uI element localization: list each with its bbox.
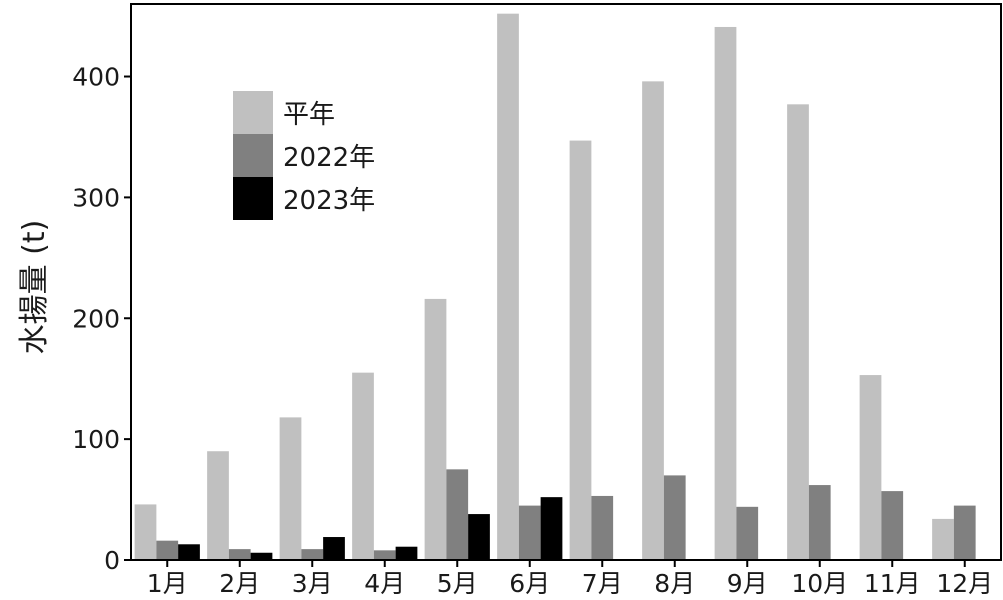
bar-normal xyxy=(714,26,737,561)
legend: 平年 2022年 2023年 xyxy=(233,91,375,220)
x-axis: 1月 2月 3月 4月 5月 6月 7月 8月 9月 10月 11月 12月 xyxy=(147,560,993,598)
x-tick-label: 8月 xyxy=(654,569,695,598)
bar-series-1 xyxy=(808,485,831,560)
legend-swatch xyxy=(233,91,273,134)
legend-label: 平年 xyxy=(283,100,335,130)
y-tick-label: 200 xyxy=(72,304,120,333)
legend-swatch xyxy=(233,177,273,220)
bar-normal xyxy=(279,417,302,560)
x-tick-label: 6月 xyxy=(509,569,550,598)
bar-series-1 xyxy=(953,505,976,560)
x-tick-label: 7月 xyxy=(582,569,623,598)
legend-label: 2023年 xyxy=(283,186,375,216)
x-tick-label: 5月 xyxy=(437,569,478,598)
bar-series-2 xyxy=(540,497,563,560)
bar-series-1 xyxy=(373,550,396,560)
x-tick-label: 11月 xyxy=(864,569,921,598)
bar-normal xyxy=(642,81,664,561)
x-tick-label: 12月 xyxy=(936,569,993,598)
bar-series-1 xyxy=(301,549,324,560)
bar-series-1 xyxy=(736,506,759,560)
bar-series-1 xyxy=(446,469,469,560)
bar-series-1 xyxy=(663,475,686,560)
bar-normal xyxy=(569,140,592,560)
bar-normal xyxy=(859,375,882,560)
plot-frame xyxy=(130,3,1002,561)
bar-series-2 xyxy=(178,544,200,560)
bar-series-1 xyxy=(228,549,251,560)
x-tick-label: 2月 xyxy=(219,569,260,598)
legend-label: 2022年 xyxy=(283,143,375,173)
bar-series-2 xyxy=(323,537,345,560)
bars-layer xyxy=(134,13,976,561)
bar-normal xyxy=(932,518,954,560)
bar-normal xyxy=(207,451,229,560)
bar-series-1 xyxy=(156,540,179,560)
bar-series-1 xyxy=(881,491,904,560)
x-tick-label: 1月 xyxy=(147,569,188,598)
bar-normal xyxy=(352,372,374,560)
x-tick-label: 3月 xyxy=(292,569,333,598)
y-tick-label: 100 xyxy=(72,425,120,454)
x-tick-label: 9月 xyxy=(727,569,768,598)
bar-normal xyxy=(787,104,809,560)
x-tick-label: 10月 xyxy=(791,569,848,598)
bar-series-2 xyxy=(395,546,418,560)
y-axis-title: 水揚量 (t) xyxy=(17,220,52,355)
y-tick-label: 0 xyxy=(104,546,120,575)
bar-normal xyxy=(424,298,447,560)
bar-series-2 xyxy=(250,552,273,560)
y-tick-label: 400 xyxy=(72,63,120,92)
y-tick-label: 300 xyxy=(72,183,120,212)
legend-swatch xyxy=(233,134,273,177)
bar-series-1 xyxy=(591,495,614,560)
bar-normal xyxy=(134,504,157,560)
bar-normal xyxy=(497,13,519,561)
x-tick-label: 4月 xyxy=(364,569,405,598)
bar-series-2 xyxy=(468,514,490,560)
y-axis: 0 100 200 300 400 xyxy=(72,63,131,575)
bar-series-1 xyxy=(518,505,541,560)
